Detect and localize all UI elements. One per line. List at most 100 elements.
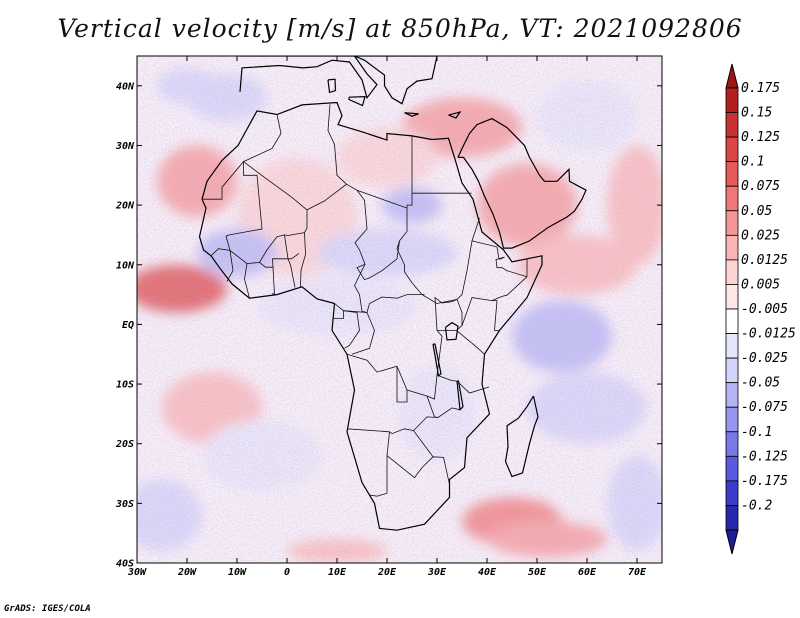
velocity-field-texture xyxy=(137,56,662,563)
colorbar-swatch xyxy=(725,357,739,384)
map-frame xyxy=(136,55,663,564)
lon-tick-label: 0 xyxy=(284,567,290,578)
lake-victoria xyxy=(444,321,459,341)
europe-coastline xyxy=(239,56,438,105)
country-border xyxy=(346,353,438,400)
colorbar-swatch xyxy=(725,87,739,113)
colorbar-swatch xyxy=(725,431,739,457)
colorbar-swatch xyxy=(725,161,739,187)
lon-tick-label: 50E xyxy=(528,567,547,578)
country-border xyxy=(436,374,490,394)
lon-tick-label: 20W xyxy=(177,567,197,578)
country-border xyxy=(244,263,250,299)
lat-tick-label: 30N xyxy=(115,141,135,152)
colorbar-label: -0.075 xyxy=(741,400,788,415)
lat-tick-label: 30S xyxy=(115,499,134,510)
colorbar-swatch xyxy=(725,382,739,408)
colorbar-label: 0.005 xyxy=(741,277,780,292)
colorbar-swatch xyxy=(725,136,739,163)
colorbar-label: 0.05 xyxy=(741,204,772,219)
colorbar-swatch xyxy=(725,210,739,236)
colorbar-swatch xyxy=(725,455,739,482)
lon-tick-label: 30W xyxy=(127,567,147,578)
sicily-coastline xyxy=(348,95,366,107)
country-border xyxy=(426,395,439,418)
lon-tick-label: 30E xyxy=(427,567,447,578)
africa-coastline xyxy=(198,101,543,531)
colorbar-label: -0.0125 xyxy=(741,327,796,342)
country-border xyxy=(229,250,260,265)
country-border xyxy=(471,240,528,278)
colorbar-label: 0.1 xyxy=(741,155,764,170)
lake-tanganyika xyxy=(432,343,442,377)
country-border xyxy=(354,264,425,313)
colorbar-label: 0.075 xyxy=(741,179,780,194)
country-border xyxy=(333,310,344,319)
country-border xyxy=(243,114,282,162)
country-border xyxy=(434,296,458,376)
country-border xyxy=(369,431,390,497)
colorbar-label: 0.0125 xyxy=(741,253,788,268)
colorbar-label: 0.15 xyxy=(741,106,772,121)
country-border xyxy=(386,455,450,485)
colorbar-swatch xyxy=(725,480,739,506)
lat-tick-label: 20S xyxy=(115,439,134,450)
colorbar-label: -0.2 xyxy=(741,498,772,513)
colorbar-label: -0.05 xyxy=(741,376,780,391)
colorbar-top-arrow xyxy=(725,63,739,89)
colorbar-swatch xyxy=(725,333,739,359)
country-border xyxy=(351,312,375,355)
lat-tick-label: 40N xyxy=(116,81,135,92)
colorbar-label: 0.125 xyxy=(741,130,780,145)
map-title: Vertical velocity [m/s] at 850hPa, VT: 2… xyxy=(57,14,743,43)
colorbar-label: -0.1 xyxy=(741,425,772,440)
lon-tick-label: 70E xyxy=(628,567,647,578)
lat-tick-label: 20N xyxy=(115,201,135,212)
country-border xyxy=(396,366,408,403)
lake-malawi xyxy=(456,380,464,412)
colorbar-swatch xyxy=(725,259,739,285)
colorbar: 0.175 0.15 0.125 0.1 0.075 0.05 0.025 0.0125 0.0… xyxy=(725,63,796,555)
colorbar-swatch xyxy=(725,284,739,310)
country-border xyxy=(226,250,234,282)
colorbar-label: -0.175 xyxy=(741,474,788,489)
cyprus-coastline xyxy=(448,111,462,119)
country-border xyxy=(461,297,500,331)
colorbar-swatch xyxy=(725,234,739,261)
grads-credit: GrADS: IGES/COLA xyxy=(4,604,91,614)
country-border xyxy=(210,248,231,257)
colorbar-label: 0.175 xyxy=(741,81,780,96)
coastlines-and-borders xyxy=(198,56,587,531)
lon-tick-label: 10E xyxy=(328,567,347,578)
colorbar-label: -0.025 xyxy=(741,351,788,366)
crete-coastline xyxy=(404,112,419,117)
country-border xyxy=(272,253,300,268)
country-border xyxy=(456,330,485,355)
colorbar-bottom-arrow xyxy=(725,529,739,555)
arabian-peninsula-coastline xyxy=(457,117,587,249)
lat-tick-label: 10S xyxy=(116,380,134,391)
colorbar-label: -0.005 xyxy=(741,302,788,317)
colorbar-label: 0.025 xyxy=(741,228,780,243)
lon-tick-label: 10W xyxy=(228,567,247,578)
country-border xyxy=(300,232,306,287)
colorbar-label: -0.125 xyxy=(741,449,788,464)
colorbar-swatch xyxy=(725,308,739,334)
sardinia-coastline xyxy=(327,78,337,94)
colorbar-swatch xyxy=(725,406,739,433)
lon-tick-label: 60E xyxy=(578,567,597,578)
lon-tick-label: 20E xyxy=(377,567,397,578)
country-border xyxy=(413,430,434,458)
country-border xyxy=(343,310,360,349)
colorbar-swatch xyxy=(725,112,739,138)
country-border xyxy=(491,258,528,301)
map-plot-area xyxy=(137,56,662,563)
lon-tick-label: 40E xyxy=(478,567,497,578)
madagascar-coastline xyxy=(504,395,539,478)
lat-tick-label: 10N xyxy=(116,260,135,271)
colorbar-swatch xyxy=(725,185,739,212)
country-border xyxy=(284,234,296,288)
map-axes: 30W 20W 10W 0 10E 20E 30E 40E 50E 60E 70E 40N 30N 20N… xyxy=(115,56,662,578)
lat-tick-label: 40S xyxy=(116,559,134,570)
